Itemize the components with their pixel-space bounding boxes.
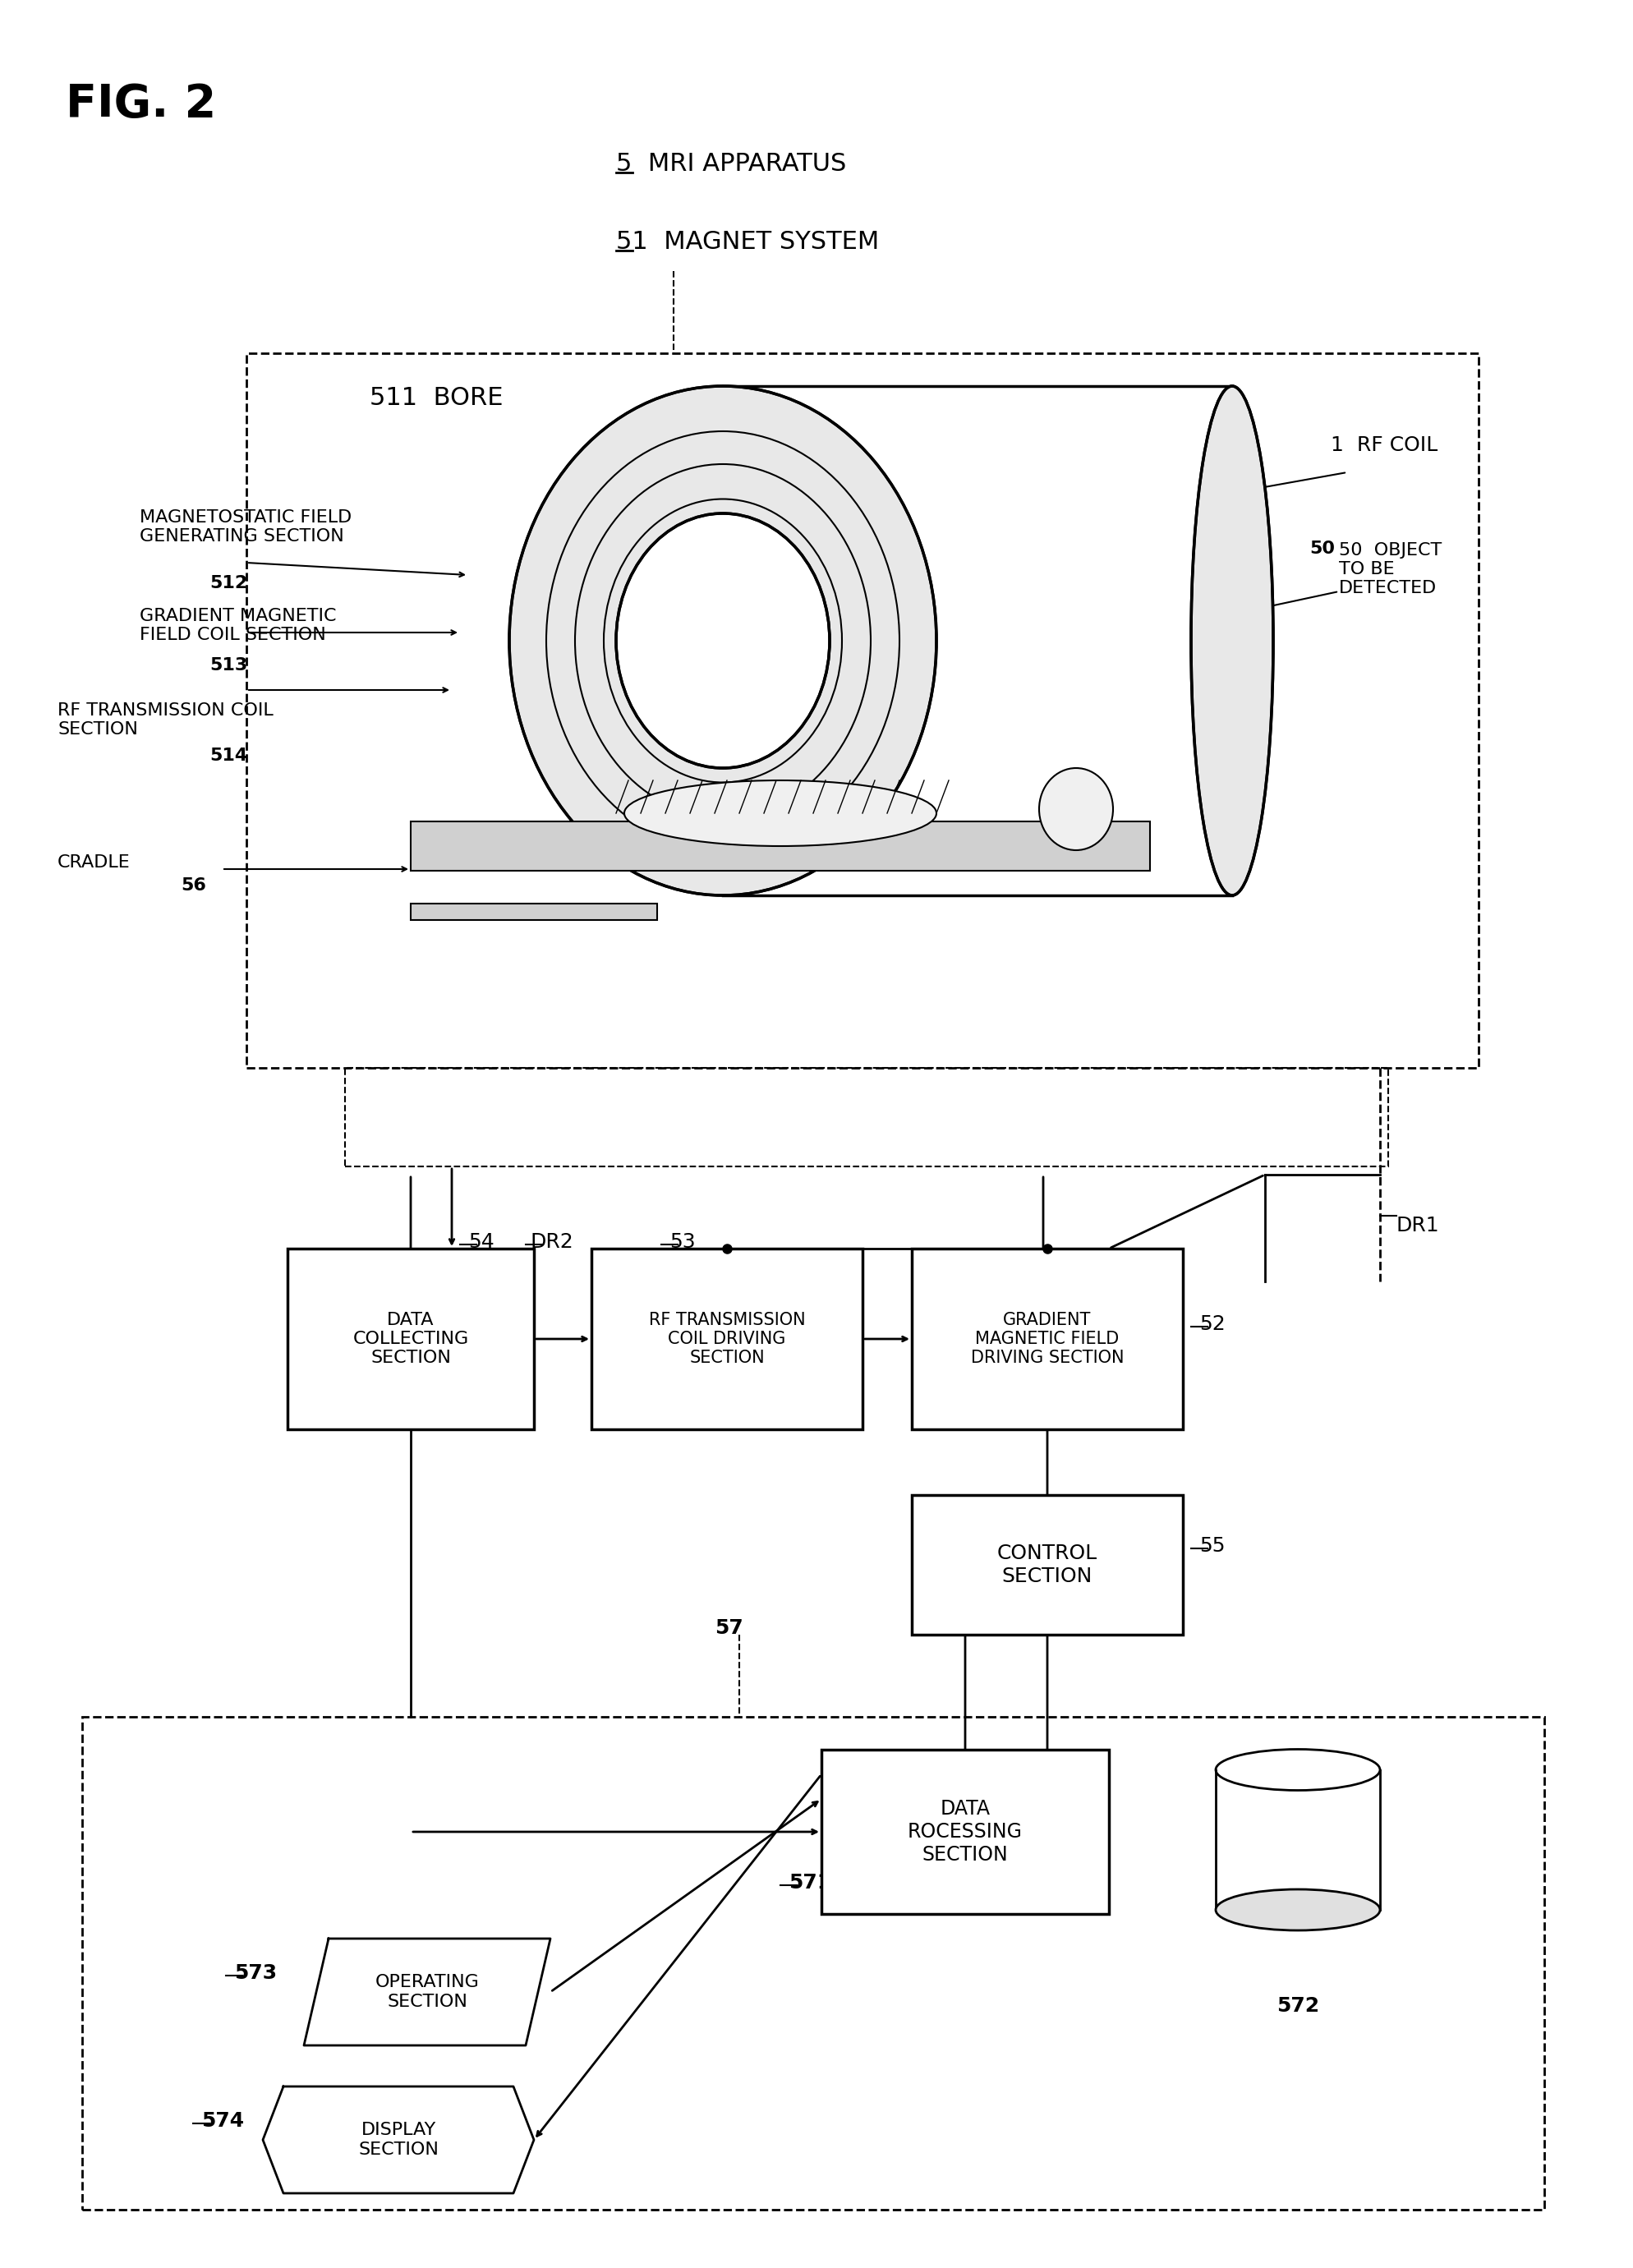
Polygon shape: [304, 1939, 550, 2046]
Text: RF TRANSMISSION COIL
SECTION: RF TRANSMISSION COIL SECTION: [57, 703, 273, 737]
Text: DR2: DR2: [529, 1232, 573, 1252]
Text: FIG. 2: FIG. 2: [65, 82, 216, 127]
Ellipse shape: [624, 780, 936, 846]
Bar: [821, 1749, 1109, 1914]
Text: 56: 56: [181, 878, 206, 894]
Text: DATA
COLLECTING
SECTION: DATA COLLECTING SECTION: [353, 1311, 469, 1365]
Text: DATA
ROCESSING
SECTION: DATA ROCESSING SECTION: [908, 1799, 1022, 1864]
Bar: [412, 821, 1150, 871]
Text: 573: 573: [234, 1964, 278, 1982]
Text: GRADIENT MAGNETIC
FIELD COIL SECTION: GRADIENT MAGNETIC FIELD COIL SECTION: [140, 608, 336, 644]
Bar: [82, 1717, 1545, 2209]
Text: 513: 513: [209, 658, 248, 674]
Bar: [412, 903, 656, 921]
Text: 50  OBJECT
TO BE
DETECTED: 50 OBJECT TO BE DETECTED: [1339, 542, 1442, 596]
Bar: [591, 1250, 862, 1429]
Text: CONTROL
SECTION: CONTROL SECTION: [998, 1545, 1097, 1585]
Text: 1  RF COIL: 1 RF COIL: [1331, 435, 1437, 456]
Text: 54: 54: [469, 1232, 495, 1252]
Text: 50: 50: [1310, 540, 1334, 558]
Text: 571: 571: [789, 1873, 831, 1892]
Bar: [911, 1250, 1182, 1429]
Text: 511  BORE: 511 BORE: [369, 386, 503, 411]
Ellipse shape: [616, 513, 830, 769]
Text: 572: 572: [1277, 1996, 1319, 2016]
Text: 5  MRI APPARATUS: 5 MRI APPARATUS: [616, 152, 846, 177]
Text: 52: 52: [1199, 1315, 1225, 1334]
Polygon shape: [263, 2087, 534, 2193]
Ellipse shape: [1190, 386, 1274, 896]
Bar: [287, 1250, 534, 1429]
Ellipse shape: [1215, 1889, 1380, 1930]
Text: 574: 574: [201, 2112, 243, 2132]
Text: DR1: DR1: [1396, 1216, 1440, 1236]
Text: MAGNETOSTATIC FIELD
GENERATING SECTION: MAGNETOSTATIC FIELD GENERATING SECTION: [140, 510, 351, 544]
Ellipse shape: [1215, 1749, 1380, 1789]
Text: 514: 514: [209, 748, 248, 764]
Bar: [1215, 1792, 1380, 1910]
Text: 57: 57: [715, 1619, 743, 1637]
Text: 512: 512: [209, 576, 248, 592]
Text: OPERATING
SECTION: OPERATING SECTION: [376, 1973, 478, 2009]
Ellipse shape: [509, 386, 936, 896]
Text: RF TRANSMISSION
COIL DRIVING
SECTION: RF TRANSMISSION COIL DRIVING SECTION: [648, 1311, 805, 1365]
Text: 51  MAGNET SYSTEM: 51 MAGNET SYSTEM: [616, 229, 879, 254]
Ellipse shape: [1039, 769, 1114, 850]
Text: 55: 55: [1199, 1535, 1225, 1556]
Text: DISPLAY
SECTION: DISPLAY SECTION: [358, 2123, 439, 2157]
Bar: [911, 1495, 1182, 1635]
Bar: [247, 354, 1478, 1068]
Text: CRADLE: CRADLE: [57, 855, 131, 871]
Text: GRADIENT
MAGNETIC FIELD
DRIVING SECTION: GRADIENT MAGNETIC FIELD DRIVING SECTION: [970, 1311, 1124, 1365]
Bar: [345, 1068, 1388, 1166]
Text: 53: 53: [670, 1232, 696, 1252]
